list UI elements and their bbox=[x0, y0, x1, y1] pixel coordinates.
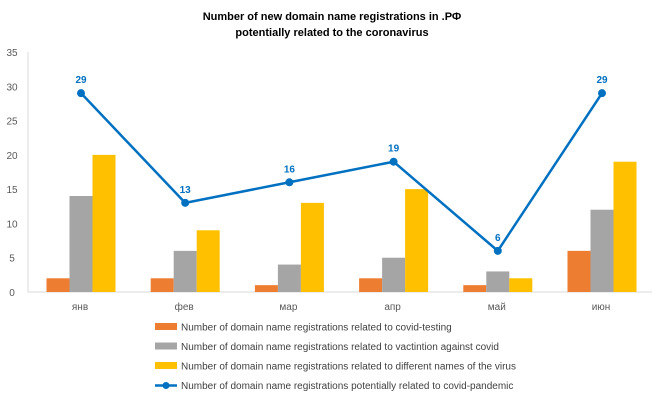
legend-label-2: Number of domain name registrations rela… bbox=[181, 342, 499, 353]
bar-3-мар bbox=[300, 202, 324, 292]
x-tick-label: янв bbox=[72, 302, 88, 313]
bar-2-мар bbox=[277, 264, 301, 292]
chart-title-line-1: Number of new domain name registrations … bbox=[203, 11, 462, 23]
x-tick-label: июн bbox=[592, 302, 611, 313]
x-tick-label: апр bbox=[384, 302, 401, 313]
line-data-label: 16 bbox=[284, 164, 296, 175]
legend-marker bbox=[162, 382, 170, 389]
x-tick-label: фев bbox=[175, 301, 194, 313]
bar-3-июн bbox=[613, 161, 637, 292]
line-point bbox=[181, 198, 190, 207]
bar-1-мар bbox=[254, 285, 278, 292]
line-point bbox=[77, 89, 85, 98]
bar-2-июн bbox=[590, 209, 614, 292]
legend-swatch-2 bbox=[155, 342, 177, 350]
bar-1-апр bbox=[359, 278, 383, 292]
line-data-label: 6 bbox=[495, 233, 501, 244]
bar-2-май bbox=[486, 271, 510, 292]
legend-label-1: Number of domain name registrations rela… bbox=[181, 323, 452, 334]
bar-1-янв bbox=[46, 278, 70, 292]
bar-3-фев bbox=[196, 230, 220, 292]
x-tick-label: май bbox=[488, 302, 506, 313]
bar-3-апр bbox=[405, 189, 429, 292]
y-tick-label: 30 bbox=[6, 82, 18, 93]
line-data-label: 29 bbox=[75, 75, 87, 86]
legend-swatch-1 bbox=[155, 323, 177, 330]
legend-label-3: Number of domain name registrations rela… bbox=[181, 362, 516, 373]
bar-1-фев bbox=[150, 278, 174, 292]
legend-label-4: Number of domain name registrations pote… bbox=[181, 381, 513, 392]
bar-1-май bbox=[463, 285, 487, 292]
line-series bbox=[80, 92, 604, 253]
y-tick-label: 0 bbox=[9, 288, 15, 299]
line-point bbox=[389, 157, 398, 166]
bar-3-янв bbox=[92, 154, 116, 292]
x-tick-label: мар bbox=[279, 302, 297, 313]
y-tick-label: 20 bbox=[6, 151, 18, 162]
legend-swatch-3 bbox=[155, 362, 177, 369]
chart-title-line-2: potentially related to the coronavirus bbox=[235, 27, 428, 39]
bar-1-июн bbox=[567, 250, 591, 292]
line-point bbox=[493, 246, 502, 255]
line-point bbox=[598, 89, 606, 98]
line-data-label: 13 bbox=[180, 185, 192, 196]
line-data-label: 29 bbox=[596, 75, 608, 86]
y-tick-label: 25 bbox=[6, 117, 18, 128]
bar-2-фев bbox=[173, 250, 197, 292]
y-tick-label: 5 bbox=[9, 254, 15, 265]
line-data-label: 19 bbox=[388, 144, 400, 155]
y-tick-label: 15 bbox=[6, 185, 18, 196]
bar-2-апр bbox=[382, 257, 406, 292]
bar-3-май bbox=[509, 278, 533, 292]
line-point bbox=[285, 178, 294, 187]
bar-2-янв bbox=[69, 196, 93, 292]
y-tick-label: 10 bbox=[6, 219, 18, 230]
y-tick-label: 35 bbox=[6, 48, 18, 59]
